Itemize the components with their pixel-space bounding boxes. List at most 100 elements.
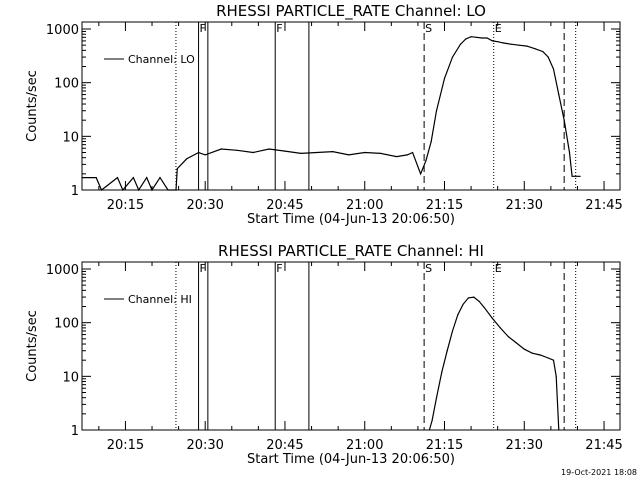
chart1-data-point: [348, 154, 350, 156]
chart2-xtick-label: 21:30: [506, 438, 543, 453]
chart1-plot-frame: [81, 21, 621, 191]
chart1-xtick-label: 20:15: [107, 198, 144, 213]
chart1-data-point: [132, 177, 134, 179]
chart2-series-line: [428, 296, 560, 431]
chart1-data-point: [558, 94, 560, 96]
chart1-data-point: [526, 45, 528, 47]
chart1-xtick-label: 20:30: [186, 198, 223, 213]
chart1-x-axis-label: Start Time (04-Jun-13 20:06:50): [247, 212, 455, 227]
chart1-data-point: [475, 36, 477, 38]
chart1-marker-label: S: [425, 22, 432, 35]
chart2-ytick-label: 10: [62, 370, 79, 385]
chart2-xtick-label: 21:45: [585, 438, 622, 453]
chart1-data-point: [268, 148, 270, 150]
chart2-y-axis-label: Counts/sec: [25, 310, 40, 382]
chart1-data-point: [284, 150, 286, 152]
chart1-xtick-label: 21:45: [585, 198, 622, 213]
chart1-data-point: [430, 140, 432, 143]
chart1-data-point: [579, 175, 581, 177]
chart2-data-point: [478, 300, 480, 302]
chart1-data-point: [491, 40, 493, 42]
chart1-data-point: [502, 42, 504, 44]
chart2-data-point: [483, 307, 485, 309]
chart1-xtick-label: 20:45: [266, 198, 303, 213]
chart1-data-point: [425, 160, 427, 162]
chart2-xtick-label: 21:15: [426, 438, 463, 453]
chart2-marker-label: F: [200, 262, 206, 275]
chart2-data-point: [435, 397, 438, 399]
chart1-data-point: [198, 151, 200, 154]
chart2-data-point: [428, 429, 430, 431]
chart1-data-point: [167, 189, 169, 191]
chart1-data-point: [220, 148, 222, 150]
chart2-data-point: [473, 296, 475, 298]
chart1-data-point: [236, 149, 238, 151]
chart1-ytick-label: 1: [71, 184, 79, 199]
chart1-data-point: [95, 177, 97, 179]
chart2-data-point: [531, 352, 533, 354]
chart1-marker-label: E: [495, 22, 502, 35]
chart2-xtick-label: 21:00: [346, 438, 383, 453]
chart1-data-point: [100, 189, 103, 191]
chart2-x-axis-label: Start Time (04-Jun-13 20:06:50): [247, 452, 455, 467]
chart1-marker-label: F: [200, 22, 206, 35]
chart2-data-point: [539, 354, 541, 356]
chart2-data-point: [558, 429, 560, 431]
chart1-data-point: [481, 37, 483, 39]
chart1-data-point: [552, 68, 555, 70]
chart2-data-point: [462, 303, 464, 305]
chart1-data-point: [364, 151, 366, 154]
chart2-legend-label: Channel: HI: [128, 293, 192, 306]
chart1-data-point: [412, 151, 414, 154]
chart2-data-point: [441, 371, 443, 373]
chart2-data-point: [552, 359, 555, 361]
chart2-data-point: [431, 419, 433, 422]
chart1-data-point: [332, 151, 334, 153]
chart2-xtick-label: 20:45: [266, 438, 303, 453]
chart2-marker-label: S: [425, 262, 432, 275]
chart1-data-point: [176, 168, 178, 170]
chart2-data-point: [555, 375, 557, 377]
chart1-data-point: [252, 151, 254, 154]
chart1-title: RHESSI PARTICLE_RATE Channel: LO: [216, 2, 486, 21]
chart1-data-point: [116, 177, 119, 179]
chart1-data-point: [459, 43, 462, 45]
chart1-ytick-label: 1000: [46, 23, 79, 38]
chart1-ytick-label: 10: [62, 130, 79, 145]
chart1-data-point: [486, 37, 488, 39]
chart1-data-point: [465, 38, 467, 40]
chart1-data-point: [547, 56, 549, 58]
chart2-xtick-label: 20:15: [107, 438, 144, 453]
chart2-xtick-label: 20:30: [186, 438, 223, 453]
chart1-data-point: [186, 158, 188, 160]
chart1-data-point: [81, 177, 83, 179]
chart1-data-point: [380, 152, 382, 154]
chart2-data-point: [547, 357, 549, 359]
chart1-data-point: [568, 151, 571, 154]
chart1-data-point: [122, 189, 124, 191]
chart2-ytick-label: 1000: [46, 263, 79, 278]
chart1-data-point: [443, 77, 446, 79]
chart2-data-point: [515, 342, 517, 344]
chart2-title: RHESSI PARTICLE_RATE Channel: HI: [218, 242, 484, 261]
chart1-y-axis-label: Counts/sec: [25, 70, 40, 142]
chart2-data-point: [457, 314, 459, 316]
chart2-data-point: [499, 327, 501, 329]
chart1-data-point: [159, 177, 161, 179]
chart1-data-point: [571, 175, 573, 177]
chart1-data-point: [138, 189, 140, 191]
chart1-data-point: [534, 48, 536, 50]
chart1-data-point: [510, 43, 512, 45]
chart1-xtick-label: 21:15: [426, 198, 463, 213]
chart2-data-point: [446, 350, 448, 352]
chart1-data-point: [406, 154, 408, 156]
chart1-legend-label: Channel: LO: [128, 53, 195, 66]
chart1-data-point: [497, 41, 499, 43]
chart2-data-point: [451, 330, 454, 332]
chart1-data-point: [542, 51, 544, 53]
chart2-marker-label: E: [495, 262, 502, 275]
chart1-data-point: [316, 151, 318, 154]
chart1-data-point: [300, 152, 302, 154]
chart1-xtick-label: 21:30: [506, 198, 543, 213]
chart1-data-point: [420, 173, 422, 175]
